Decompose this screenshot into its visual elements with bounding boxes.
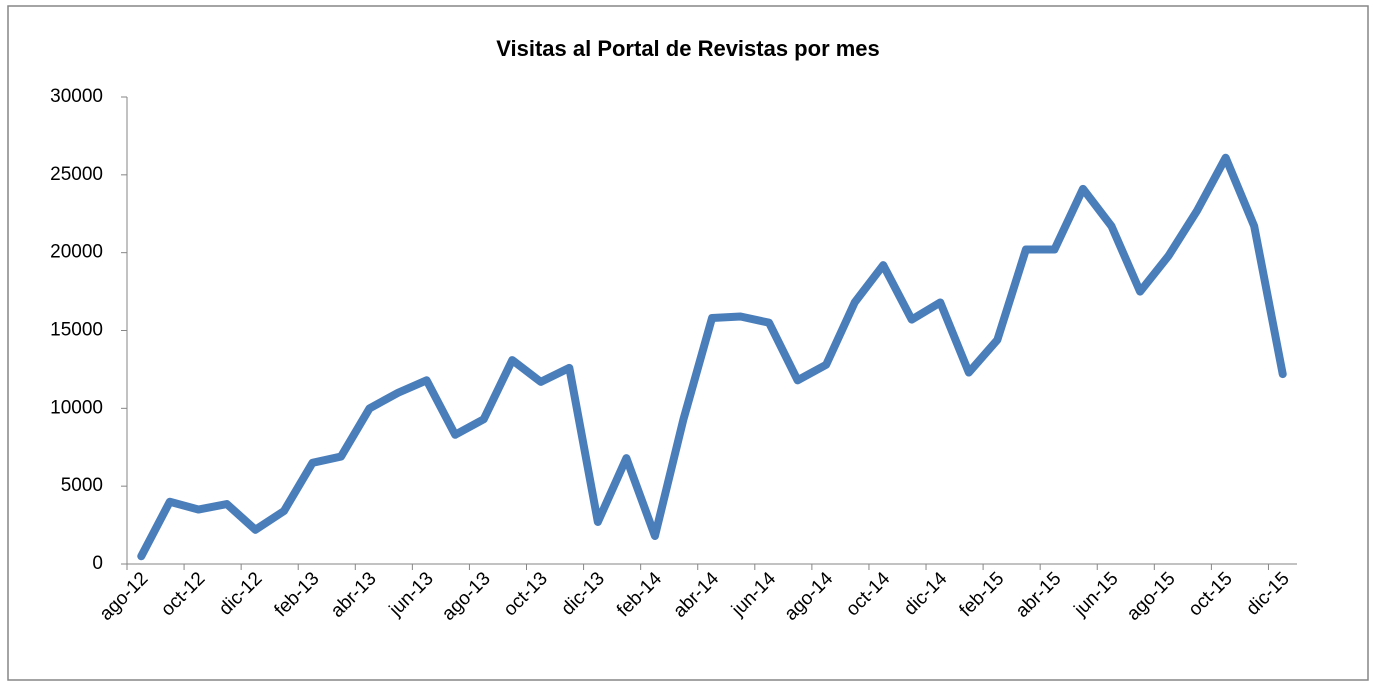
- series-line: [137, 153, 1287, 561]
- y-tick-label: 10000: [50, 397, 103, 418]
- chart-title: Visitas al Portal de Revistas por mes: [496, 36, 880, 61]
- y-tick-label: 30000: [50, 86, 103, 107]
- y-tick-label: 15000: [50, 320, 103, 341]
- y-tick-label: 25000: [50, 164, 103, 185]
- chart-border: [7, 5, 1369, 681]
- y-tick-label: 0: [92, 553, 103, 574]
- y-tick-label: 20000: [50, 242, 103, 263]
- y-tick-label: 5000: [61, 475, 103, 496]
